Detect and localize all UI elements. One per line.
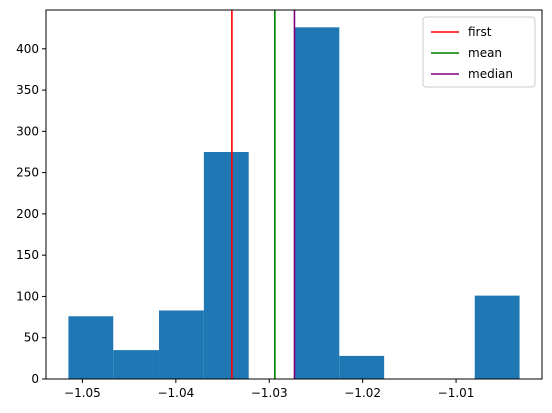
x-tick-label: −1.02 bbox=[344, 386, 381, 400]
x-tick-label: −1.05 bbox=[64, 386, 101, 400]
legend: first mean median bbox=[423, 17, 535, 87]
histogram-bar bbox=[68, 316, 113, 379]
legend-label-mean: mean bbox=[468, 46, 502, 60]
legend-label-median: median bbox=[468, 67, 513, 81]
x-axis-ticks: −1.05 −1.04 −1.03 −1.02 −1.01 bbox=[64, 379, 474, 400]
x-tick-label: −1.03 bbox=[251, 386, 288, 400]
y-tick-label: 350 bbox=[16, 83, 39, 97]
x-tick-label: −1.04 bbox=[157, 386, 194, 400]
legend-label-first: first bbox=[468, 25, 492, 39]
y-tick-label: 50 bbox=[24, 331, 39, 345]
y-axis-ticks: 0 50 100 150 200 250 300 350 400 bbox=[16, 42, 46, 386]
y-tick-label: 150 bbox=[16, 248, 39, 262]
y-tick-label: 0 bbox=[31, 372, 39, 386]
y-tick-label: 250 bbox=[16, 166, 39, 180]
histogram-bar bbox=[113, 350, 159, 379]
histogram-bar bbox=[159, 310, 204, 379]
x-tick-label: −1.01 bbox=[438, 386, 475, 400]
histogram-bar bbox=[339, 356, 384, 379]
y-tick-label: 200 bbox=[16, 207, 39, 221]
histogram-bar bbox=[475, 296, 520, 379]
y-tick-label: 100 bbox=[16, 289, 39, 303]
y-tick-label: 400 bbox=[16, 42, 39, 56]
histogram-bar bbox=[204, 152, 249, 379]
histogram-bar bbox=[294, 27, 339, 379]
y-tick-label: 300 bbox=[16, 124, 39, 138]
